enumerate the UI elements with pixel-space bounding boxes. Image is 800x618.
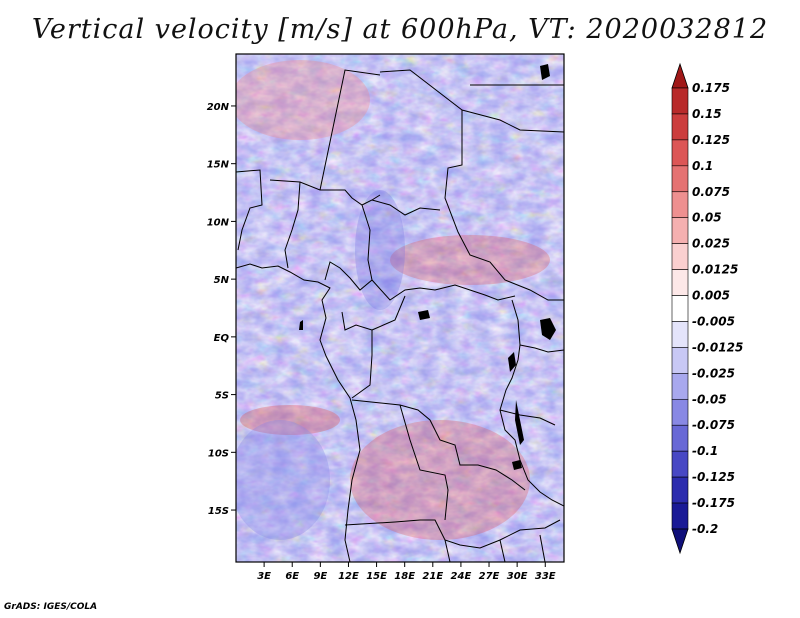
colorbar-segment — [671, 165, 689, 193]
colorbar-segment — [671, 321, 689, 348]
colorbar-segment — [671, 502, 689, 530]
colorbar-label: -0.0125 — [692, 340, 743, 354]
lon-tick-label: 18E — [394, 571, 415, 582]
latitude-axis: 20N 15N 10N 5N EQ 5S 10S 15S — [207, 102, 236, 517]
colorbar-segment — [671, 139, 689, 167]
colorbar-segment — [671, 269, 689, 296]
colorbar-label: -0.005 — [692, 314, 735, 328]
colorbar-segment — [671, 87, 689, 115]
lon-tick-label: 9E — [313, 571, 327, 582]
lat-tick-label: 20N — [207, 102, 230, 113]
colorbar-segment — [671, 373, 689, 400]
lon-tick-label: 6E — [285, 571, 299, 582]
colorbar-label: 0.005 — [692, 289, 730, 303]
water-bodies — [299, 64, 556, 470]
colorbar-segment — [671, 450, 689, 478]
lon-tick-label: 15E — [366, 571, 387, 582]
colorbar-label: -0.2 — [692, 522, 718, 536]
lat-tick-label: 15S — [208, 506, 229, 517]
lon-tick-label: 24E — [451, 571, 472, 582]
colorbar-label: 0.05 — [692, 211, 722, 225]
lon-tick-label: 3E — [257, 571, 271, 582]
colorbar: 0.175 0.15 0.125 0.1 0.075 0.05 0.025 0.0125 0.0… — [671, 62, 743, 555]
colorbar-label: -0.1 — [692, 444, 718, 458]
colorbar-segment — [671, 295, 689, 322]
colorbar-segment — [671, 424, 689, 452]
colorbar-segment — [671, 476, 689, 504]
grads-credit: GrADS: IGES/COLA — [4, 602, 98, 612]
lat-tick-label: 5S — [215, 391, 229, 402]
lat-tick-label: 10N — [207, 217, 230, 228]
plot-title: Vertical velocity [m/s] at 600hPa, VT: 2… — [31, 14, 769, 45]
colorbar-label: -0.025 — [692, 366, 735, 380]
colorbar-label: -0.175 — [692, 496, 735, 510]
lat-tick-label: 5N — [214, 275, 230, 286]
colorbar-label: -0.125 — [692, 470, 735, 484]
lat-tick-label: 15N — [207, 160, 230, 171]
colorbar-label: 0.125 — [692, 133, 730, 147]
colorbar-segment — [671, 113, 689, 141]
colorbar-label: 0.075 — [692, 185, 730, 199]
colorbar-label: 0.175 — [692, 81, 730, 95]
colorbar-segment — [671, 243, 689, 270]
colorbar-segment — [671, 398, 689, 426]
lon-tick-label: 33E — [535, 571, 556, 582]
colorbar-segment — [671, 217, 689, 244]
colorbar-label: 0.025 — [692, 237, 730, 251]
lon-tick-label: 21E — [422, 571, 443, 582]
colorbar-segment — [671, 191, 689, 219]
lon-tick-label: 12E — [338, 571, 359, 582]
lat-tick-label: 10S — [208, 448, 229, 459]
colorbar-label: -0.075 — [692, 418, 735, 432]
colorbar-bottom-arrow — [671, 528, 689, 555]
lon-tick-label: 27E — [479, 571, 500, 582]
colorbar-label: -0.05 — [692, 392, 727, 406]
colorbar-top-arrow — [671, 62, 689, 89]
colorbar-segment — [671, 347, 689, 374]
colorbar-label: 0.15 — [692, 107, 722, 121]
country-borders — [236, 69, 564, 562]
lat-tick-label: EQ — [214, 333, 230, 344]
map-frame — [235, 53, 565, 563]
longitude-axis: 3E 6E 9E 12E 15E 18E 21E 24E 27E 30E 33E — [257, 562, 556, 582]
colorbar-label: 0.1 — [692, 159, 713, 173]
lon-tick-label: 30E — [507, 571, 528, 582]
colorbar-label: 0.0125 — [692, 263, 738, 277]
